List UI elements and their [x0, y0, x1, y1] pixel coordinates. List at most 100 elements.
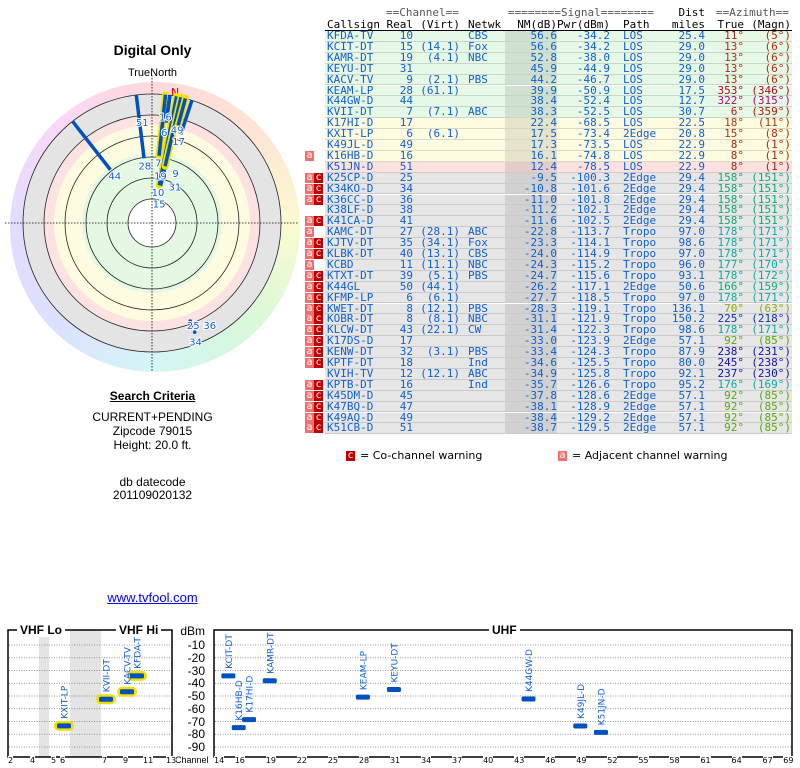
cochannel-warning-flag: c: [314, 378, 323, 390]
cell-magn: (85°): [757, 410, 791, 424]
cell-pwr: -50.9: [576, 83, 610, 97]
station-row[interactable]: K34KO-D 34 -10.8 -101.6 2Edge 29.4 158° (151°): [325, 183, 792, 195]
cell-net: Fox: [468, 39, 488, 53]
station-row[interactable]: KVII-DT 7 (7.1) ABC 38.3 -52.5 LOS 30.7 6° (359°): [325, 105, 792, 119]
cell-virt: (3.1): [426, 345, 460, 359]
station-row[interactable]: K17HI-D 17 22.4 -68.5 LOS 22.5 18° (11°): [325, 117, 792, 130]
station-row[interactable]: KVIH-TV 12 (12.1) ABC -34.9 -125.8 Tropo 92.1 23…: [325, 368, 792, 380]
tvfool-link[interactable]: www.tvfool.com: [107, 590, 198, 605]
station-row[interactable]: K45DM-D 45 -37.8 -128.6 2Edge 57.1 92° (85°): [325, 390, 792, 402]
cell-pwr: -115.6: [570, 268, 610, 282]
cell-nm: 17.5: [530, 127, 558, 141]
station-row[interactable]: KWET-DT 8 (12.1) PBS -28.3 -119.1 Tropo 136.1 70…: [325, 301, 792, 315]
cell-virt: (13.1): [420, 247, 460, 260]
cell-call: KENW-DT: [327, 345, 374, 359]
signal-marker: [386, 686, 401, 692]
cell-tru: 6°: [730, 105, 744, 119]
channel-tick: 7: [102, 756, 108, 765]
nm-column-shade: [505, 150, 557, 161]
cell-pwr: -118.5: [570, 290, 610, 304]
station-row[interactable]: K16HB-D 16 16.1 -74.8 LOS 22.9 8° (1°): [325, 150, 792, 162]
adjacent-channel-warning-flag: a: [305, 291, 314, 303]
channel-tick: 5: [51, 756, 57, 765]
station-row[interactable]: KACV-TV 9 (2.1) PBS 44.2 -46.7 LOS 29.0 13° (6°): [325, 72, 792, 86]
cell-dist: 87.9: [678, 345, 706, 359]
signal-channel-label: 15: [153, 199, 166, 210]
station-row[interactable]: K44GW-D 44 38.4 -52.4 LOS 12.7 322° (315°): [325, 94, 792, 108]
cell-real: 6: [406, 290, 413, 304]
cell-pwr: -121.9: [570, 312, 610, 326]
cell-tru: 92°: [724, 334, 744, 348]
cell-pwr: -73.4: [576, 127, 610, 141]
true-north-label: TrueNorth: [127, 67, 178, 79]
signal-channel-label: 25: [187, 321, 200, 332]
cell-dist: 57.1: [678, 334, 706, 348]
station-row[interactable]: KOBR-DT 8 (8.1) NBC -31.1 -121.9 Tropo 150.2 225…: [325, 312, 792, 326]
cochannel-warning-flag: c: [314, 346, 323, 358]
cell-path: LOS: [623, 39, 643, 53]
signal-channel-label: 51: [136, 118, 149, 129]
cell-real: 8: [406, 312, 413, 326]
cell-magn: (315°): [751, 94, 791, 108]
station-row[interactable]: KCIT-DT 15 (14.1) Fox 56.6 -34.2 LOS 29.0 13° (6°…: [325, 39, 792, 53]
cell-path: LOS: [623, 83, 643, 97]
cell-tru: 13°: [724, 72, 744, 86]
cell-pwr: -126.6: [570, 377, 610, 391]
cell-dist: 57.1: [678, 421, 706, 435]
station-row[interactable]: KLBK-DT 40 (13.1) CBS -24.0 -114.9 Tropo 97.0 17…: [325, 247, 792, 260]
cell-tru: 92°: [724, 399, 744, 413]
signal-dot: [188, 319, 193, 323]
station-row[interactable]: K44GL 50 (44.1) -26.2 -117.1 2Edge 50.6 166° (15…: [325, 281, 792, 293]
station-row[interactable]: K51JN-D 51 12.4 -78.5 LOS 22.9 8° (1°): [325, 161, 792, 173]
station-row[interactable]: K49JL-D 49 17.3 -73.5 LOS 22.9 8° (1°): [325, 139, 792, 151]
nm-column-shade: [505, 85, 557, 96]
cell-call: KAMC-DT: [327, 225, 374, 239]
station-row[interactable]: KEYU-DT 31 45.9 -44.9 LOS 29.0 13° (6°): [325, 63, 792, 75]
spectrum-chart: KFDA-TV KCIT-DT KAMR-DT KEYU-DT KACV-TV KEAM-…: [7, 629, 793, 758]
station-row[interactable]: KAMR-DT 19 (4.1) NBC 52.8 -38.0 LOS 29.0 13° (6°): [325, 50, 792, 64]
cell-call: KFMP-LP: [327, 290, 374, 304]
station-row[interactable]: K47BQ-D 47 -38.1 -128.9 2Edge 57.1 92° (85°): [325, 399, 792, 413]
station-row[interactable]: KENW-DT 32 (3.1) PBS -33.4 -124.3 Tropo 87.9 238…: [325, 345, 792, 359]
header-signal: ========Signal========: [508, 6, 654, 19]
cell-real: 8: [406, 301, 413, 315]
nm-column-shade: [505, 41, 557, 52]
station-row[interactable]: KLCW-DT 43 (22.1) CW -31.4 -122.3 Tropo 98.6 178…: [325, 324, 792, 337]
station-row[interactable]: K51CB-D 51 -38.7 -129.5 2Edge 57.1 92° (85°): [325, 421, 792, 435]
cell-call: KAMR-DT: [327, 50, 374, 64]
dbm-tick: -30: [187, 663, 205, 678]
station-row[interactable]: KJTV-DT 35 (34.1) Fox -23.3 -114.1 Tropo 98.6 17…: [325, 237, 792, 249]
cell-magn: (359°): [751, 105, 791, 119]
cell-call: KCIT-DT: [327, 39, 374, 53]
channel-tick: 25: [327, 756, 339, 765]
station-row[interactable]: KAMC-DT 27 (28.1) ABC -22.8 -113.7 Tropo 97.0 17…: [325, 225, 792, 239]
cell-magn: (171°): [751, 225, 791, 239]
cell-dist: 93.1: [678, 268, 706, 282]
station-row[interactable]: K36CC-D 36 -11.0 -101.8 2Edge 29.4 158° (151°): [325, 192, 792, 206]
cell-call: KVII-DT: [327, 105, 374, 119]
station-row[interactable]: K49AQ-D 49 -38.4 -129.2 2Edge 57.1 92° (85°): [325, 410, 792, 424]
marker-callsign-label: K51JN-D: [597, 688, 607, 725]
signal-channel-label: 6: [161, 128, 167, 139]
cell-magn: (151°): [751, 192, 791, 206]
adjacent-channel-warning-flag: a: [305, 226, 314, 238]
station-row[interactable]: K41CA-D 41 -11.6 -102.5 2Edge 29.4 158° (151°): [325, 215, 792, 228]
station-row[interactable]: KTXT-DT 39 (5.1) PBS -24.7 -115.6 Tropo 93.1 178…: [325, 268, 792, 282]
station-row[interactable]: KPTF-DT 18 Ind -34.6 -125.5 Tropo 80.0 245° (238…: [325, 356, 792, 369]
station-row[interactable]: KFDA-TV 10 CBS 56.6 -34.2 LOS 25.4 11° (5°): [325, 30, 792, 42]
station-row[interactable]: KCBD 11 (11.1) NBC -24.3 -115.2 Tropo 96.0 177° (…: [325, 259, 792, 271]
station-row[interactable]: K17DS-D 17 -33.0 -123.9 2Edge 57.1 92° (85°): [325, 334, 792, 348]
cell-path: 2Edge: [623, 410, 657, 424]
cell-magn: (85°): [757, 421, 791, 435]
station-row[interactable]: KPTB-DT 16 Ind -35.7 -126.6 Tropo 95.2 176° (169…: [325, 377, 792, 391]
station-row[interactable]: KEAM-LP 28 (61.1) 39.9 -50.9 LOS 17.5 353° (346°…: [325, 83, 792, 97]
station-row[interactable]: K38LF-D 38 -11.2 -102.1 2Edge 29.4 158° (151°): [325, 204, 792, 217]
channel-tick: 40: [483, 756, 494, 765]
station-row[interactable]: K25CP-D 25 -9.5 -100.3 2Edge 29.4 158° (151°): [325, 172, 792, 184]
marker-callsign-label: K49JL-D: [577, 684, 587, 719]
cell-dist: 30.7: [678, 105, 706, 119]
station-row[interactable]: KXIT-LP 6 (6.1) 17.5 -73.4 2Edge 20.8 15° (8°): [325, 127, 792, 141]
station-row[interactable]: KFMP-LP 6 (6.1) -27.7 -118.5 Tropo 97.0 178° (17…: [325, 290, 792, 304]
cell-tru: 158°: [717, 192, 745, 206]
cell-tru: 245°: [717, 356, 745, 369]
